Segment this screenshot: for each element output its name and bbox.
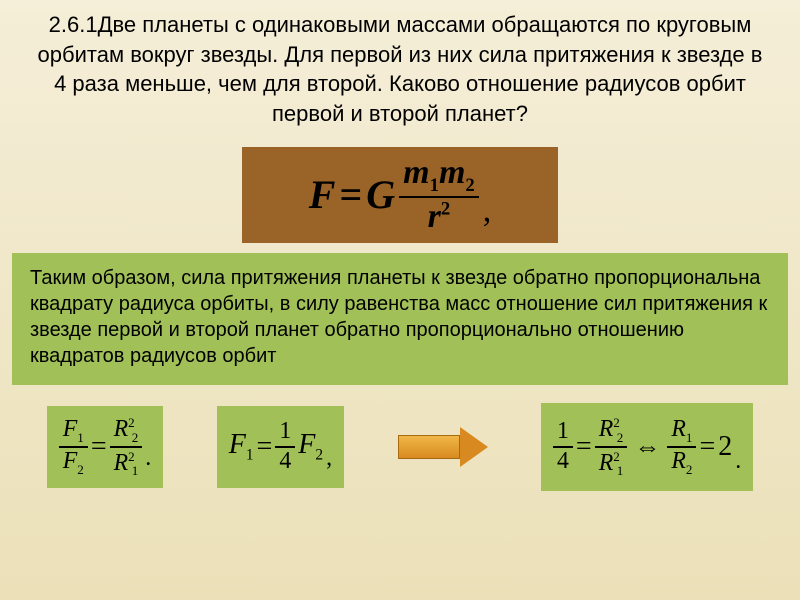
bottom-formulas-row: F1 F2 = R22 R21 . F1 = 1 4 F2 , 1 4 = R2… (0, 399, 800, 495)
arrow-icon (398, 427, 488, 467)
equals: = (339, 171, 362, 218)
gravity-formula: F = G m1m2 r2 , (309, 154, 491, 236)
double-arrow-icon: ⇔ (634, 432, 660, 462)
main-formula-box: F = G m1m2 r2 , (242, 147, 558, 243)
f1-quarter-formula: F1 = 1 4 F2 , (217, 406, 344, 488)
force-ratio-formula: F1 F2 = R22 R21 . (47, 406, 164, 488)
var-G: G (366, 171, 395, 218)
explanation-text: Таким образом, сила притяжения планеты к… (12, 253, 788, 385)
var-F: F (309, 171, 336, 218)
problem-statement: 2.6.1Две планеты с одинаковыми массами о… (0, 0, 800, 143)
final-result-formula: 1 4 = R22 R21 ⇔ R1 R2 = 2 . (541, 403, 753, 491)
fraction: m1m2 r2 (399, 154, 479, 236)
comma: , (483, 192, 492, 230)
